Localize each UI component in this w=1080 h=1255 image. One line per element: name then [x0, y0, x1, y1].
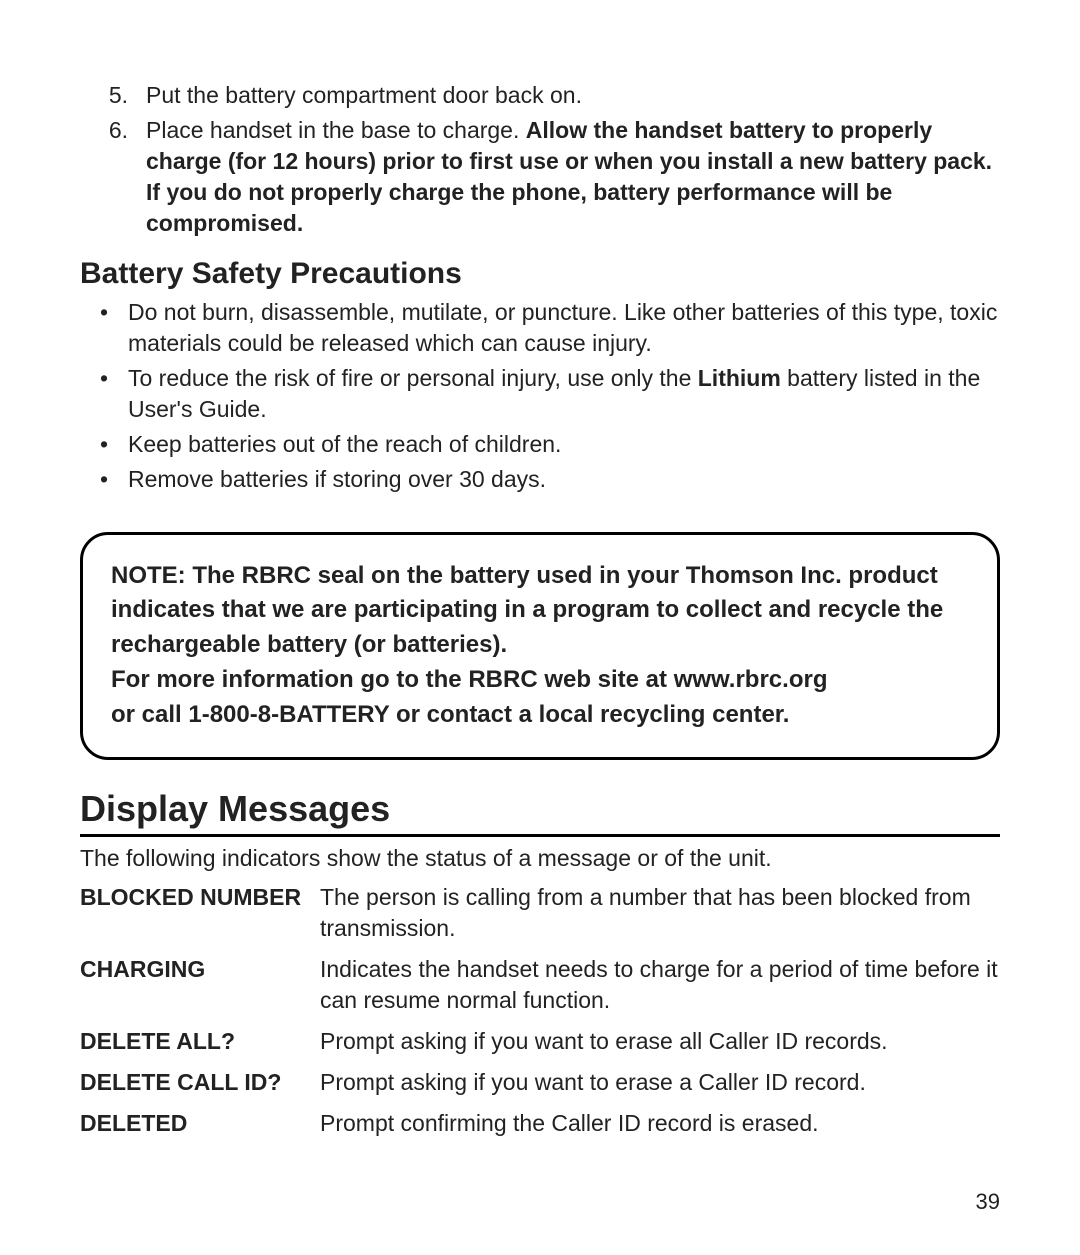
message-term: DELETE CALL ID? — [80, 1067, 320, 1098]
message-term: BLOCKED NUMBER — [80, 882, 320, 944]
display-message-row: CHARGING Indicates the handset needs to … — [80, 954, 1000, 1016]
display-messages-heading: Display Messages — [80, 788, 1000, 837]
ordered-item: 5. Put the battery compartment door back… — [80, 80, 1000, 111]
safety-bullet: • To reduce the risk of fire or personal… — [80, 363, 1000, 425]
message-term: DELETE ALL? — [80, 1026, 320, 1057]
safety-bullet-list: • Do not burn, disassemble, mutilate, or… — [80, 297, 1000, 495]
bullet-text-bold: Lithium — [698, 365, 781, 391]
ordered-text: Put the battery compartment door back on… — [146, 80, 1000, 111]
note-line: or call 1-800-8-BATTERY or contact a loc… — [111, 698, 969, 733]
message-desc: Indicates the handset needs to charge fo… — [320, 954, 1000, 1016]
bullet-dot-icon: • — [80, 429, 128, 460]
message-term: CHARGING — [80, 954, 320, 1016]
bullet-dot-icon: • — [80, 464, 128, 495]
rbrc-note-box: NOTE: The RBRC seal on the battery used … — [80, 532, 1000, 760]
note-line: For more information go to the RBRC web … — [111, 663, 969, 698]
document-page: 5. Put the battery compartment door back… — [0, 0, 1080, 1255]
display-messages-intro: The following indicators show the status… — [80, 845, 1000, 872]
ordered-text-plain: Place handset in the base to charge. — [146, 117, 526, 143]
message-desc: Prompt confirming the Caller ID record i… — [320, 1108, 1000, 1139]
bullet-text: To reduce the risk of fire or personal i… — [128, 363, 1000, 425]
ordered-text: Place handset in the base to charge. All… — [146, 115, 1000, 239]
message-desc: Prompt asking if you want to erase all C… — [320, 1026, 1000, 1057]
bullet-dot-icon: • — [80, 363, 128, 425]
ordered-item: 6. Place handset in the base to charge. … — [80, 115, 1000, 239]
battery-safety-heading: Battery Safety Precautions — [80, 257, 1000, 291]
safety-bullet: • Remove batteries if storing over 30 da… — [80, 464, 1000, 495]
bullet-text-pre: To reduce the risk of fire or personal i… — [128, 365, 698, 391]
display-message-row: DELETE ALL? Prompt asking if you want to… — [80, 1026, 1000, 1057]
safety-bullet: • Do not burn, disassemble, mutilate, or… — [80, 297, 1000, 359]
display-message-row: DELETE CALL ID? Prompt asking if you wan… — [80, 1067, 1000, 1098]
display-message-row: BLOCKED NUMBER The person is calling fro… — [80, 882, 1000, 944]
message-desc: Prompt asking if you want to erase a Cal… — [320, 1067, 1000, 1098]
message-desc: The person is calling from a number that… — [320, 882, 1000, 944]
page-number: 39 — [80, 1189, 1000, 1215]
bullet-dot-icon: • — [80, 297, 128, 359]
note-line: NOTE: The RBRC seal on the battery used … — [111, 559, 969, 663]
bullet-text: Keep batteries out of the reach of child… — [128, 429, 1000, 460]
bullet-text: Do not burn, disassemble, mutilate, or p… — [128, 297, 1000, 359]
message-term: DELETED — [80, 1108, 320, 1139]
bullet-text: Remove batteries if storing over 30 days… — [128, 464, 1000, 495]
ordered-number: 5. — [80, 80, 146, 111]
ordered-number: 6. — [80, 115, 146, 239]
display-messages-list: BLOCKED NUMBER The person is calling fro… — [80, 882, 1000, 1139]
display-message-row: DELETED Prompt confirming the Caller ID … — [80, 1108, 1000, 1139]
safety-bullet: • Keep batteries out of the reach of chi… — [80, 429, 1000, 460]
